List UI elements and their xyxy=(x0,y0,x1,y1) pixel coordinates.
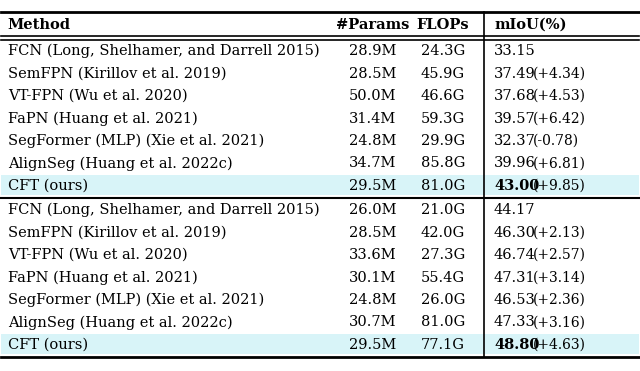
Bar xyxy=(1,334,639,354)
Text: 81.0G: 81.0G xyxy=(421,315,465,329)
Text: FCN (Long, Shelhamer, and Darrell 2015): FCN (Long, Shelhamer, and Darrell 2015) xyxy=(8,203,319,217)
Bar xyxy=(1,175,639,195)
Text: 33.6M: 33.6M xyxy=(349,248,397,262)
Text: (+6.81): (+6.81) xyxy=(533,157,586,170)
Text: SegFormer (MLP) (Xie et al. 2021): SegFormer (MLP) (Xie et al. 2021) xyxy=(8,293,264,307)
Text: 28.9M: 28.9M xyxy=(349,44,397,58)
Text: AlignSeg (Huang et al. 2022c): AlignSeg (Huang et al. 2022c) xyxy=(8,156,232,171)
Text: 43.00: 43.00 xyxy=(494,179,540,193)
Text: 46.30: 46.30 xyxy=(494,226,536,240)
Text: Method: Method xyxy=(8,18,71,32)
Text: 24.8M: 24.8M xyxy=(349,134,397,148)
Text: 28.5M: 28.5M xyxy=(349,67,397,81)
Text: (+4.53): (+4.53) xyxy=(533,89,586,103)
Text: (+6.42): (+6.42) xyxy=(533,112,586,125)
Text: 21.0G: 21.0G xyxy=(421,203,465,217)
Text: 31.4M: 31.4M xyxy=(349,112,397,125)
Text: 81.0G: 81.0G xyxy=(421,179,465,193)
Text: VT-FPN (Wu et al. 2020): VT-FPN (Wu et al. 2020) xyxy=(8,248,188,262)
Text: FLOPs: FLOPs xyxy=(417,18,469,32)
Text: 55.4G: 55.4G xyxy=(421,270,465,285)
Text: mIoU(%): mIoU(%) xyxy=(494,18,566,32)
Text: (+2.36): (+2.36) xyxy=(533,293,586,307)
Text: 30.1M: 30.1M xyxy=(349,270,397,285)
Text: (+3.14): (+3.14) xyxy=(533,270,586,285)
Text: (+3.16): (+3.16) xyxy=(533,315,586,329)
Text: SemFPN (Kirillov et al. 2019): SemFPN (Kirillov et al. 2019) xyxy=(8,67,227,81)
Text: (-0.78): (-0.78) xyxy=(533,134,579,148)
Text: 47.31: 47.31 xyxy=(494,270,536,285)
Text: 48.80: 48.80 xyxy=(494,338,540,352)
Text: FaPN (Huang et al. 2021): FaPN (Huang et al. 2021) xyxy=(8,111,198,126)
Text: 33.15: 33.15 xyxy=(494,44,536,58)
Text: CFT (ours): CFT (ours) xyxy=(8,179,88,193)
Text: 37.68: 37.68 xyxy=(494,89,536,103)
Text: 28.5M: 28.5M xyxy=(349,226,397,240)
Text: 32.37: 32.37 xyxy=(494,134,536,148)
Text: 29.9G: 29.9G xyxy=(421,134,465,148)
Text: (+4.63): (+4.63) xyxy=(533,338,586,352)
Text: SemFPN (Kirillov et al. 2019): SemFPN (Kirillov et al. 2019) xyxy=(8,226,227,240)
Text: 50.0M: 50.0M xyxy=(349,89,397,103)
Text: 42.0G: 42.0G xyxy=(421,226,465,240)
Text: FCN (Long, Shelhamer, and Darrell 2015): FCN (Long, Shelhamer, and Darrell 2015) xyxy=(8,44,319,58)
Text: 39.96: 39.96 xyxy=(494,157,536,170)
Text: (+2.13): (+2.13) xyxy=(533,226,586,240)
Text: #Params: #Params xyxy=(336,18,410,32)
Text: 29.5M: 29.5M xyxy=(349,179,397,193)
Text: 46.53: 46.53 xyxy=(494,293,536,307)
Text: VT-FPN (Wu et al. 2020): VT-FPN (Wu et al. 2020) xyxy=(8,89,188,103)
Text: 77.1G: 77.1G xyxy=(421,338,465,352)
Text: 85.8G: 85.8G xyxy=(420,157,465,170)
Text: 26.0M: 26.0M xyxy=(349,203,397,217)
Text: 26.0G: 26.0G xyxy=(420,293,465,307)
Text: (+4.34): (+4.34) xyxy=(533,67,586,81)
Text: 37.49: 37.49 xyxy=(494,67,536,81)
Text: 24.8M: 24.8M xyxy=(349,293,397,307)
Text: 27.3G: 27.3G xyxy=(421,248,465,262)
Text: 24.3G: 24.3G xyxy=(421,44,465,58)
Text: 44.17: 44.17 xyxy=(494,203,536,217)
Text: 46.74: 46.74 xyxy=(494,248,536,262)
Text: 29.5M: 29.5M xyxy=(349,338,397,352)
Text: FaPN (Huang et al. 2021): FaPN (Huang et al. 2021) xyxy=(8,270,198,285)
Text: CFT (ours): CFT (ours) xyxy=(8,338,88,352)
Text: (+2.57): (+2.57) xyxy=(533,248,586,262)
Text: 34.7M: 34.7M xyxy=(349,157,397,170)
Text: 47.33: 47.33 xyxy=(494,315,536,329)
Text: 46.6G: 46.6G xyxy=(420,89,465,103)
Text: 45.9G: 45.9G xyxy=(421,67,465,81)
Text: (+9.85): (+9.85) xyxy=(533,179,586,193)
Text: SegFormer (MLP) (Xie et al. 2021): SegFormer (MLP) (Xie et al. 2021) xyxy=(8,134,264,148)
Text: 59.3G: 59.3G xyxy=(421,112,465,125)
Text: AlignSeg (Huang et al. 2022c): AlignSeg (Huang et al. 2022c) xyxy=(8,315,232,330)
Text: 39.57: 39.57 xyxy=(494,112,536,125)
Text: 30.7M: 30.7M xyxy=(349,315,397,329)
